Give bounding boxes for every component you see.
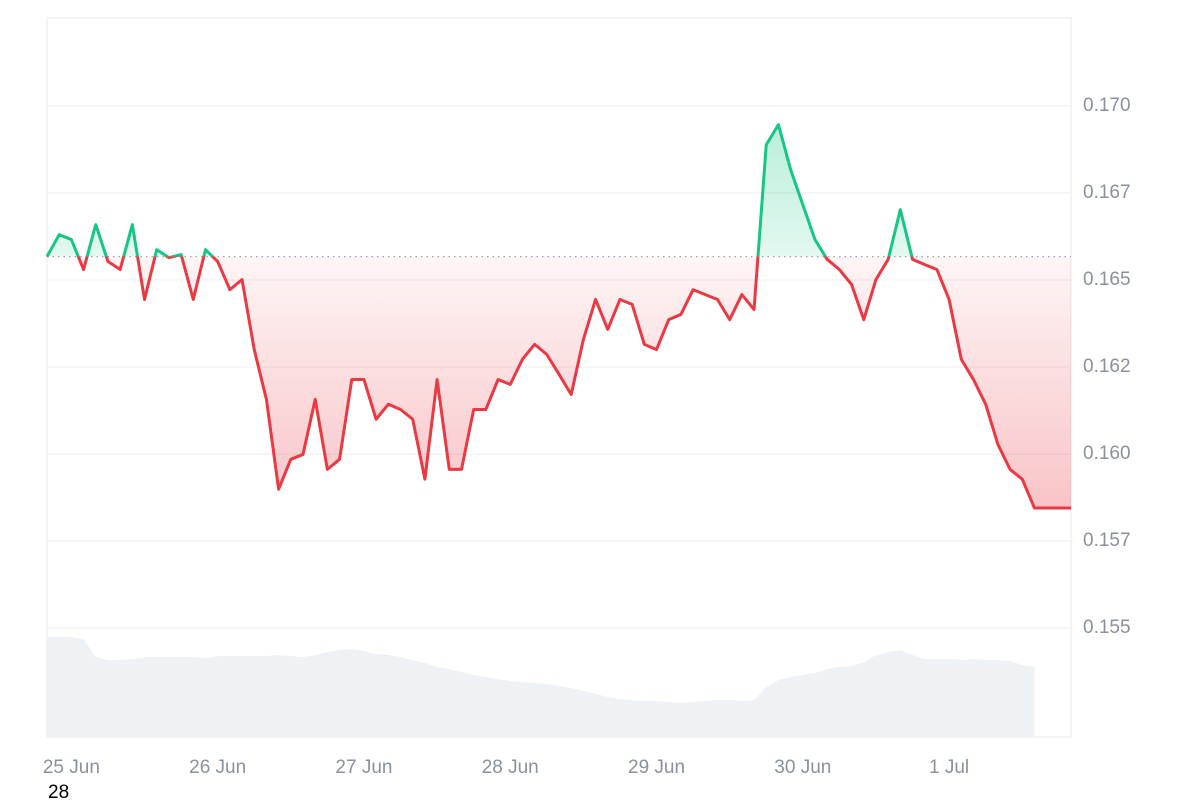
price-line bbox=[45, 123, 1071, 510]
x-tick-label: 30 Jun bbox=[774, 757, 831, 778]
y-tick-label: 0.165 bbox=[1083, 269, 1131, 290]
x-tick-label: 26 Jun bbox=[189, 757, 246, 778]
y-tick-label: 0.167 bbox=[1083, 182, 1131, 203]
plot-frame bbox=[46, 17, 1072, 738]
price-area bbox=[47, 124, 1071, 509]
volume-area bbox=[47, 637, 1035, 737]
x-tick-label: 28 Jun bbox=[482, 757, 539, 778]
x-tick-label: 1 Jul bbox=[929, 757, 969, 778]
x-tick-label: 27 Jun bbox=[335, 757, 392, 778]
y-tick-label: 0.162 bbox=[1083, 356, 1131, 377]
x-tick-label: 29 Jun bbox=[628, 757, 685, 778]
footer-text: 28 bbox=[48, 782, 69, 800]
x-tick-label: 25 Jun bbox=[43, 757, 100, 778]
y-tick-label: 0.155 bbox=[1083, 617, 1131, 638]
y-tick-label: 0.160 bbox=[1083, 443, 1131, 464]
y-tick-label: 0.157 bbox=[1083, 530, 1131, 551]
y-tick-label: 0.170 bbox=[1083, 95, 1131, 116]
